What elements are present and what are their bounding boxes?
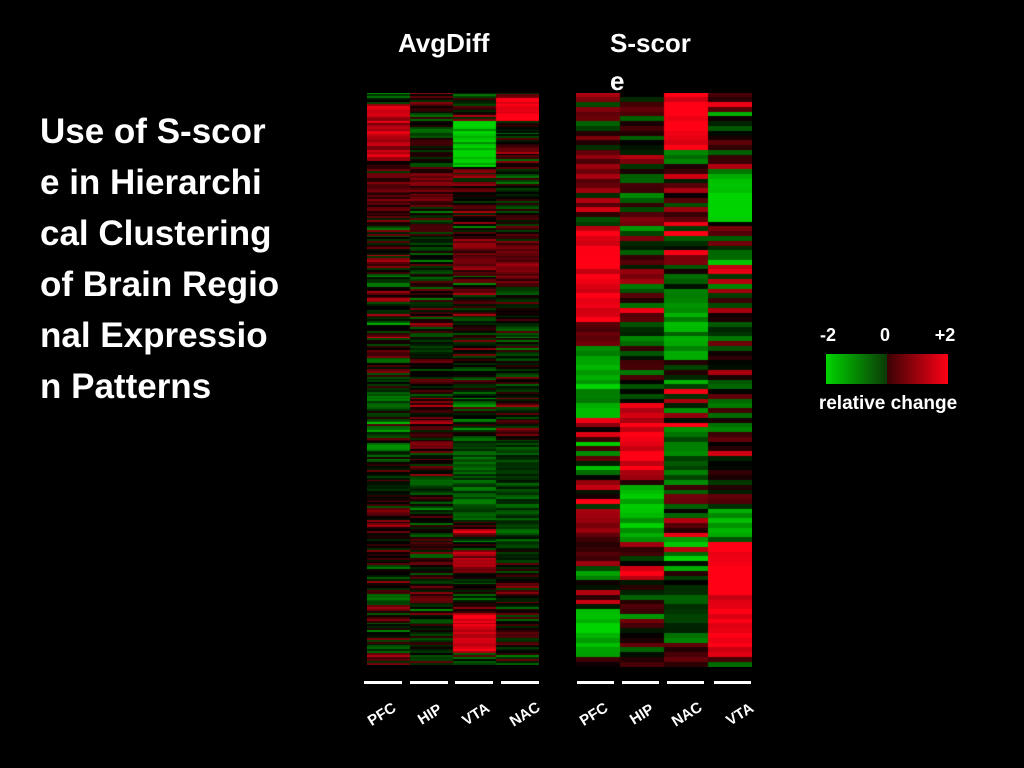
heatmap-sscore-title: S-score (610, 28, 691, 96)
legend-min-label: -2 (819, 325, 836, 345)
col-label-avgdiff-pfc: PFC (364, 699, 400, 730)
legend-max-label: +2 (934, 325, 956, 345)
col-label-sscore-hip: HIP (626, 700, 658, 729)
col-label-sscore-nac: NAC (668, 698, 706, 731)
col-bar-avgdiff-hip (410, 681, 448, 684)
col-label-avgdiff-hip: HIP (414, 700, 446, 729)
col-label-sscore-vta: VTA (723, 699, 757, 730)
heatmap-sscore (576, 93, 752, 667)
heatmap-avgdiff (367, 93, 539, 665)
col-bar-sscore-vta (714, 681, 751, 684)
legend-red-half (887, 354, 948, 384)
col-label-avgdiff-nac: NAC (506, 698, 544, 731)
heatmap-avgdiff-title: AvgDiff (398, 28, 490, 58)
slide-title: Use of S-score in Hierarchical Clusterin… (40, 112, 280, 406)
legend-green-half (826, 354, 887, 384)
col-bar-sscore-hip (622, 681, 659, 684)
col-bar-avgdiff-nac (501, 681, 539, 684)
col-label-avgdiff-vta: VTA (459, 699, 493, 730)
legend-color-scale (826, 354, 948, 384)
col-label-sscore-pfc: PFC (576, 699, 612, 730)
col-bar-sscore-pfc (577, 681, 614, 684)
col-bar-sscore-nac (667, 681, 704, 684)
col-bar-avgdiff-vta (455, 681, 493, 684)
legend-caption: relative change (818, 393, 958, 414)
legend-mid-label: 0 (879, 325, 890, 345)
col-bar-avgdiff-pfc (364, 681, 402, 684)
